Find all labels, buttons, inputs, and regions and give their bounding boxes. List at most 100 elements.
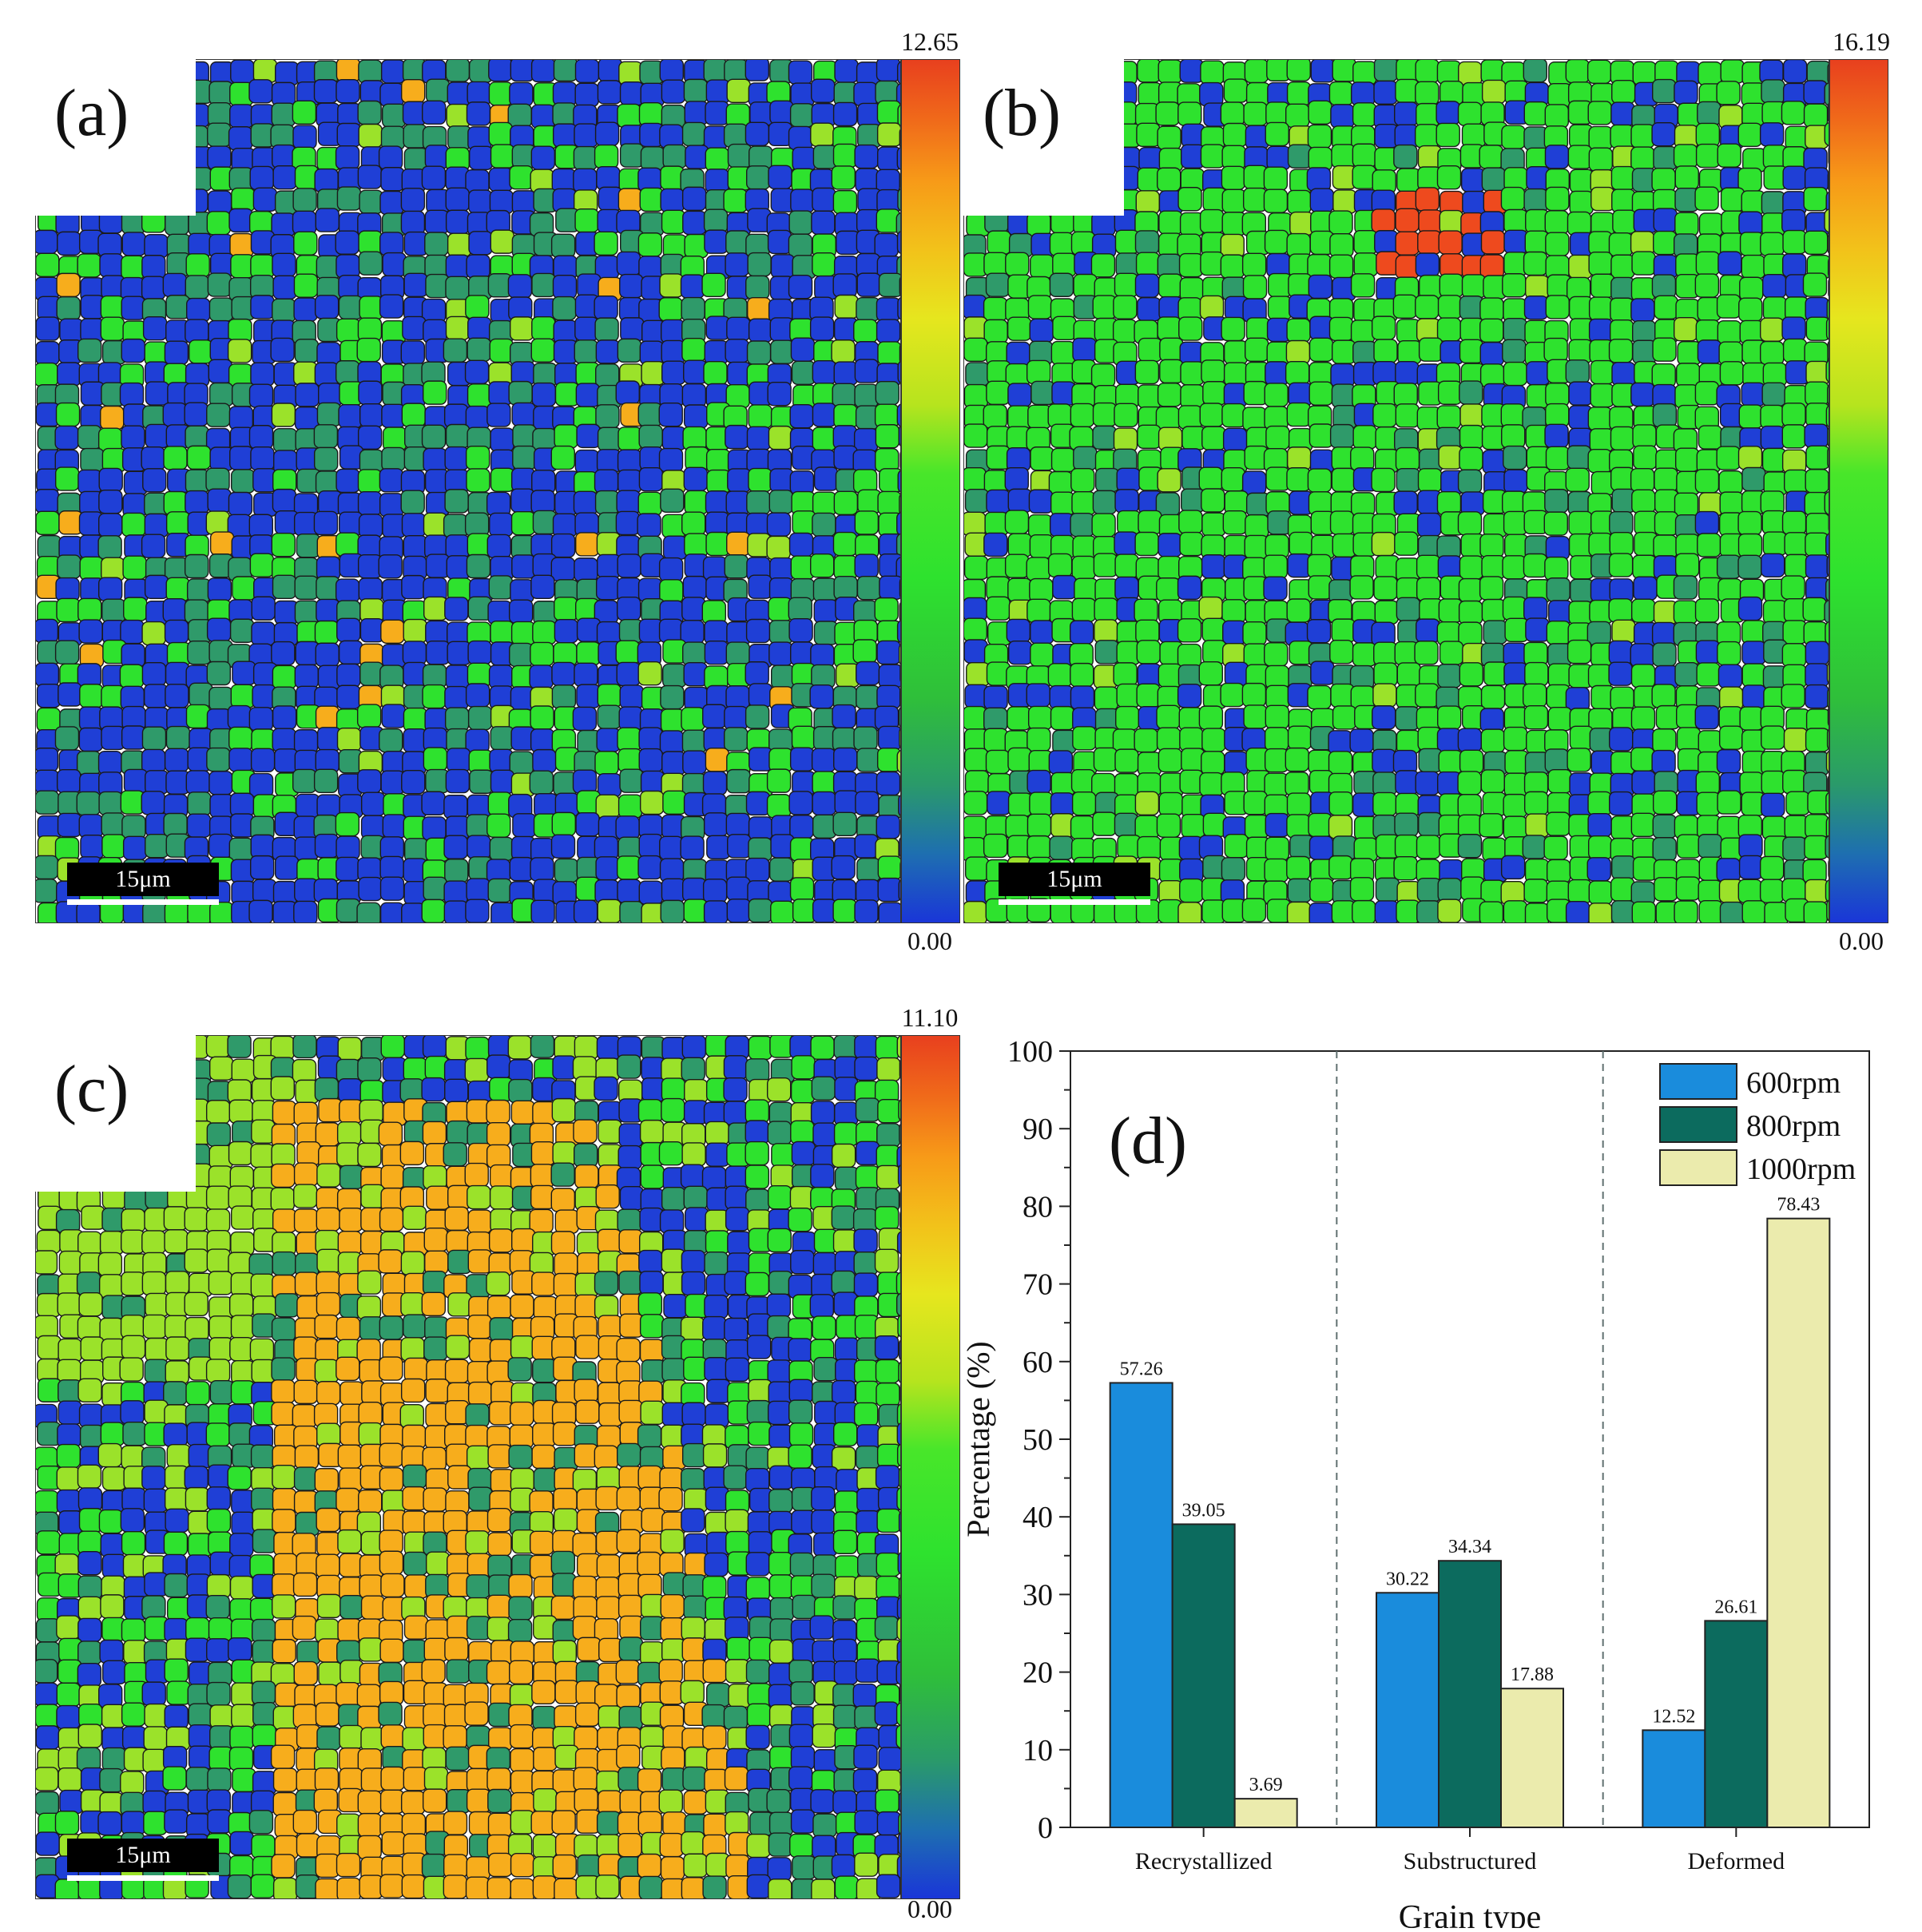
grain (1653, 643, 1676, 666)
grain (423, 1704, 447, 1727)
grain (447, 1121, 471, 1145)
grain (1459, 556, 1483, 579)
grain (57, 273, 80, 296)
grain (1029, 706, 1052, 729)
grain (77, 752, 101, 775)
grain (231, 1577, 254, 1600)
grain (1805, 664, 1829, 687)
grain (1459, 61, 1482, 85)
grain (576, 1703, 599, 1726)
grain (1761, 405, 1784, 428)
grain (1504, 210, 1527, 233)
grain (618, 1055, 641, 1078)
grain (1286, 340, 1309, 363)
grain (1201, 360, 1225, 383)
grain (1570, 191, 1593, 214)
grain (1569, 382, 1592, 405)
grain (209, 834, 232, 857)
grain (704, 772, 727, 795)
grain (621, 144, 644, 167)
grain (1180, 60, 1203, 82)
grain (1696, 123, 1719, 146)
grain (749, 899, 772, 922)
grain (359, 1423, 382, 1446)
grain (898, 1443, 900, 1466)
grain (899, 601, 900, 624)
grain (467, 469, 490, 492)
grain (1007, 707, 1030, 730)
grain (1458, 728, 1481, 752)
grain (121, 1811, 145, 1835)
grain (1525, 903, 1548, 922)
grain (899, 577, 900, 600)
grain (770, 858, 793, 881)
grain (228, 1252, 252, 1275)
grain (1653, 729, 1676, 752)
grain (661, 879, 685, 902)
grain (141, 791, 165, 815)
grain (662, 426, 685, 450)
grain (1717, 555, 1741, 578)
grain (250, 166, 273, 189)
grain (1310, 338, 1333, 361)
grain (1074, 446, 1097, 470)
grain (359, 1875, 383, 1898)
grain (121, 1509, 144, 1532)
grain (552, 835, 575, 858)
grain (1674, 493, 1698, 516)
grain (1265, 837, 1289, 860)
grain (660, 580, 683, 603)
grain (58, 1339, 81, 1362)
grain (639, 881, 662, 904)
y-tick-label: 0 (1038, 1811, 1053, 1845)
grain (423, 1447, 446, 1470)
grain (1479, 145, 1503, 169)
grain (1610, 339, 1633, 363)
grain (854, 319, 877, 343)
grain (768, 1879, 792, 1898)
grain (555, 1680, 578, 1704)
grain (445, 404, 468, 427)
grain (251, 447, 274, 470)
grain (249, 1811, 272, 1834)
grain (1699, 901, 1722, 922)
grain (878, 856, 900, 879)
grain (1396, 900, 1420, 922)
grain (207, 403, 230, 426)
grain (1052, 448, 1075, 471)
grain (857, 1425, 880, 1448)
grain (1138, 837, 1161, 860)
grain (209, 1618, 232, 1641)
grain (121, 339, 145, 363)
grain (854, 1745, 877, 1768)
grain (121, 1230, 145, 1253)
grain (444, 901, 467, 922)
grain (1697, 792, 1720, 815)
grain (706, 533, 729, 556)
grain (36, 1704, 58, 1728)
grain (209, 1747, 232, 1770)
grain (790, 405, 813, 428)
grain (1330, 641, 1353, 664)
grain (791, 338, 814, 361)
grain (574, 1577, 597, 1600)
grain (728, 1232, 751, 1255)
grain (597, 1531, 620, 1554)
grain (1158, 383, 1181, 407)
y-tick-label: 100 (1007, 1035, 1053, 1069)
grain (1610, 298, 1634, 321)
grain (1676, 254, 1699, 277)
grain (1632, 771, 1655, 794)
grain (1221, 166, 1245, 189)
grain (1805, 470, 1829, 493)
grain (78, 1488, 101, 1511)
grain (249, 900, 272, 922)
grain (1439, 446, 1462, 469)
grain (1738, 879, 1761, 903)
grain (317, 1164, 340, 1187)
grain (876, 1249, 899, 1272)
grain (165, 1705, 188, 1728)
grain (145, 1339, 169, 1362)
grain (99, 577, 122, 601)
grain (1763, 297, 1786, 320)
